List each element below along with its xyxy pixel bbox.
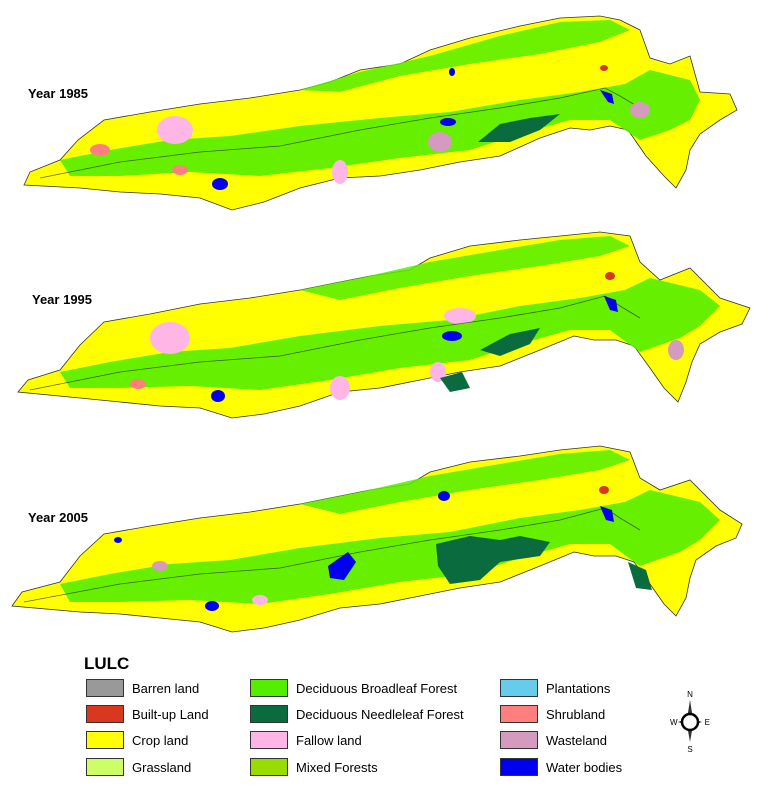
panel-label-2005: Year 2005 (28, 510, 89, 525)
water-body (442, 331, 462, 341)
legend-label: Fallow land (296, 732, 362, 748)
legend-label: Mixed Forests (296, 759, 378, 775)
water-body (205, 601, 219, 611)
legend-item: Grassland (86, 757, 191, 777)
legend-item: Plantations (500, 678, 610, 698)
fallow-patch (330, 376, 350, 400)
compass-s: S (687, 745, 692, 754)
water-body (600, 506, 614, 522)
water-body (604, 296, 618, 312)
fallow-patch (428, 132, 452, 152)
legend-label: Shrubland (546, 706, 606, 722)
legend-swatch (250, 705, 288, 723)
shrub-patch (172, 165, 188, 175)
compass-w: W (670, 718, 678, 727)
fallow-patch (252, 595, 268, 605)
legend-item: Water bodies (500, 757, 622, 777)
fallow-patch (157, 116, 193, 144)
legend-title: LULC (84, 654, 130, 673)
shrub-patch (130, 379, 146, 389)
builtup-patch (600, 65, 608, 71)
fallow-patch (152, 561, 168, 571)
water-body (212, 178, 228, 190)
legend-swatch (500, 705, 538, 723)
needleleaf-patch (436, 536, 550, 584)
lulc-maps (11, 15, 751, 633)
fallow-patch (332, 160, 348, 184)
legend-item: Shrubland (500, 704, 605, 724)
fallow-patch (430, 362, 446, 382)
fallow-patch (668, 340, 684, 360)
needleleaf-patch (440, 372, 470, 392)
legend-label: Water bodies (546, 759, 623, 775)
water-body (211, 390, 225, 402)
legend-item: Deciduous Needleleaf Forest (250, 704, 464, 724)
legend-swatch (500, 679, 538, 697)
legend-swatch (86, 731, 124, 749)
panel-label-1995: Year 1995 (32, 292, 93, 307)
map-1985 (23, 15, 738, 211)
compass-rose-icon: N S W E (670, 690, 710, 754)
legend-swatch (86, 705, 124, 723)
map-2005 (11, 445, 743, 633)
legend-label: Built-up Land (132, 706, 209, 722)
water-body (438, 491, 450, 501)
legend-label: Plantations (546, 680, 611, 696)
needleleaf-patch (628, 562, 652, 590)
water-body (600, 90, 614, 104)
compass-n: N (687, 690, 693, 699)
forest-north-1995 (300, 236, 630, 300)
river-1985 (39, 87, 641, 179)
water-body (328, 552, 356, 580)
legend-label: Deciduous Broadleaf Forest (296, 680, 458, 696)
legend-item: Mixed Forests (250, 757, 378, 777)
legend-item: Wasteland (500, 730, 607, 750)
legend-label: Wasteland (546, 732, 607, 748)
legend-label: Crop land (132, 732, 189, 748)
water-body (440, 118, 456, 126)
forest-band-1985 (60, 70, 700, 176)
legend-item: Deciduous Broadleaf Forest (250, 678, 457, 698)
water-body (449, 68, 455, 76)
builtup-patch (605, 272, 615, 280)
legend-item: Crop land (86, 730, 188, 750)
legend-swatch (500, 758, 538, 776)
builtup-patch (599, 486, 609, 494)
legend-label: Grassland (132, 759, 192, 775)
map-1995 (17, 231, 751, 419)
compass-e: E (705, 718, 710, 727)
forest-band-1995 (60, 278, 720, 390)
legend-swatch (250, 731, 288, 749)
legend-swatch (250, 758, 288, 776)
legend-item: Built-up Land (86, 704, 209, 724)
forest-north-2005 (300, 450, 630, 514)
legend-swatch (250, 679, 288, 697)
fallow-patch (630, 102, 650, 118)
legend-label: Barren land (132, 680, 200, 696)
fallow-patch (444, 308, 476, 324)
legend-swatch (86, 679, 124, 697)
shrub-patch (90, 144, 110, 156)
fallow-patch (150, 322, 190, 354)
needleleaf-patch (480, 328, 540, 356)
legend-swatch (86, 758, 124, 776)
legend-label: Deciduous Needleleaf Forest (296, 706, 464, 722)
panel-label-1985: Year 1985 (28, 86, 89, 101)
needleleaf-patch (478, 114, 560, 142)
legend-item: Fallow land (250, 730, 362, 750)
forest-north-1985 (300, 20, 630, 92)
water-body (114, 537, 122, 543)
legend-item: Barren land (86, 678, 199, 698)
legend-swatch (500, 731, 538, 749)
